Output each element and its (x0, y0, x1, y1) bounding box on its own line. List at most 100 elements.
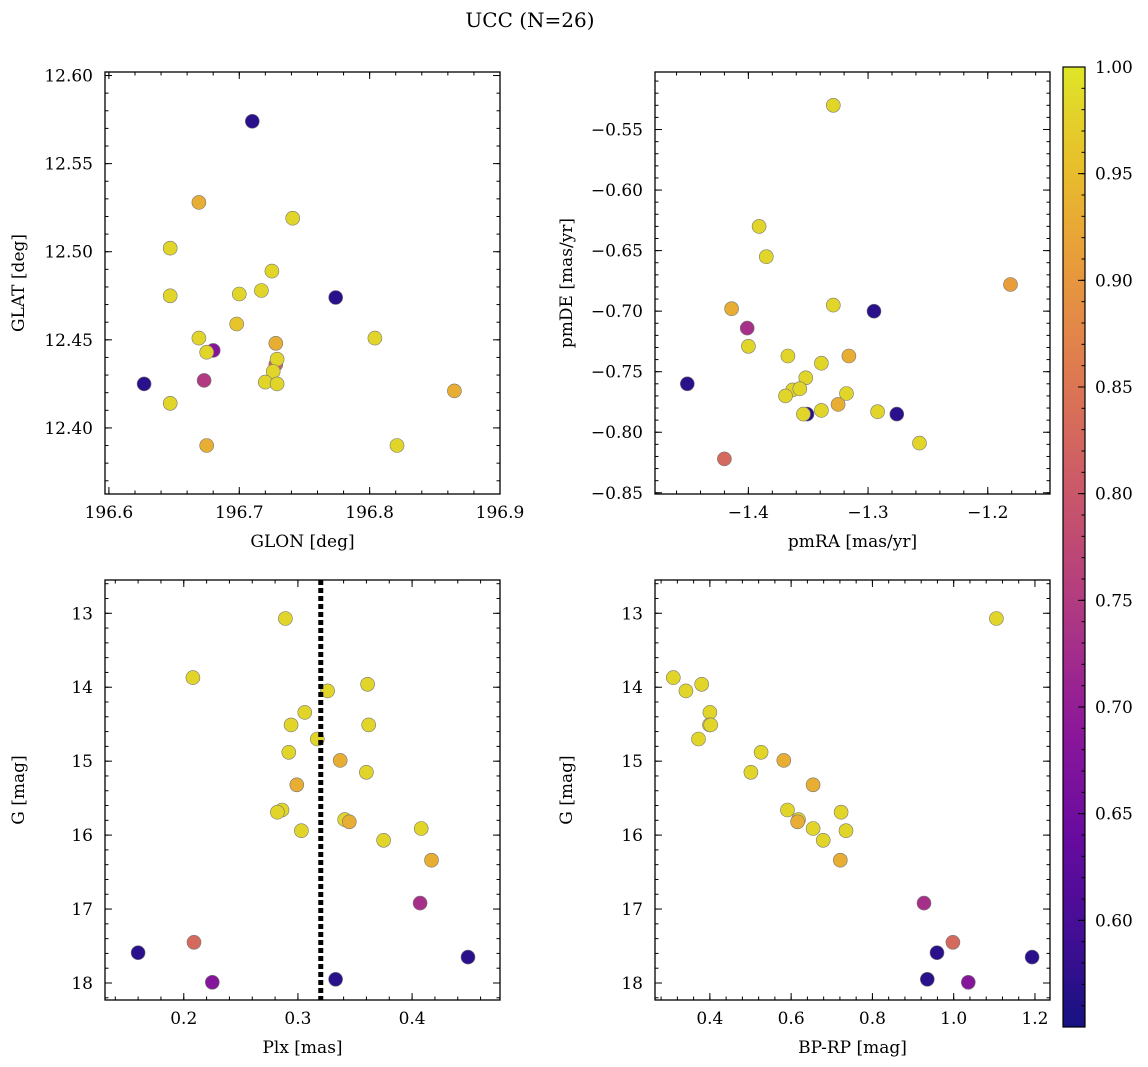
data-point (412, 895, 428, 911)
colorbar-tick-label: 1.00 (1095, 58, 1133, 78)
x-axis-label: BP-RP [mag] (798, 1038, 907, 1058)
data-point (361, 717, 377, 733)
x-tick-label: 1.0 (940, 1009, 967, 1029)
data-point (694, 676, 710, 692)
data-point (376, 832, 391, 848)
colorbar-tick-label: 0.60 (1095, 911, 1133, 931)
data-point (841, 348, 857, 364)
data-point (796, 406, 811, 422)
data-point (199, 438, 214, 453)
data-point (232, 286, 247, 302)
data-point (870, 404, 885, 420)
y-axis-label: GLAT [deg] (9, 234, 29, 332)
data-point (389, 438, 405, 453)
y-axis-label: pmDE [mas/yr] (557, 218, 577, 348)
y-tick-label: 12.40 (44, 419, 93, 439)
data-point (717, 451, 732, 467)
data-point (1024, 949, 1040, 965)
data-point (758, 249, 774, 265)
data-point (815, 832, 831, 848)
y-tick-label: 16 (71, 826, 93, 846)
y-tick-label: −0.65 (591, 242, 643, 262)
colorbar-tick-label: 0.65 (1095, 805, 1133, 825)
data-point (460, 949, 476, 965)
data-point (691, 731, 706, 747)
panels: 196.6 196.7 196.8 196.9 12.40 12.45 12.50 12.55… (9, 67, 1051, 1058)
y-tick-label: 14 (71, 678, 93, 698)
y-tick-label: 15 (71, 752, 93, 772)
data-point (191, 195, 207, 210)
data-point (866, 303, 882, 319)
axes-frame (104, 71, 501, 495)
data-point (780, 348, 796, 364)
data-point (294, 823, 309, 839)
data-point (889, 406, 905, 422)
data-point (359, 764, 374, 780)
x-axis-label: GLON [deg] (250, 532, 354, 552)
data-point (199, 344, 214, 360)
x-tick-label: 196.8 (345, 503, 394, 523)
y-tick-label: 18 (71, 974, 93, 994)
data-point (753, 744, 769, 760)
x-axis-label: Plx [mas] (262, 1038, 342, 1058)
data-point (360, 676, 375, 692)
data-point (136, 376, 152, 392)
data-point (839, 386, 854, 401)
data-point (825, 98, 841, 113)
data-point (283, 717, 299, 733)
data-point (447, 383, 462, 399)
colorbar-frame (1062, 66, 1086, 1028)
data-point (328, 971, 343, 987)
data-point (790, 814, 805, 830)
colorbar-tick-label: 0.90 (1095, 271, 1133, 291)
y-tick-label: −0.85 (591, 484, 643, 504)
data-point (833, 804, 849, 820)
data-point (297, 705, 313, 720)
x-tick-label: 0.6 (778, 1009, 805, 1029)
data-point (916, 895, 932, 911)
y-tick-label: 14 (621, 678, 643, 698)
x-tick-label: −1.4 (728, 503, 769, 523)
data-point (665, 670, 681, 685)
colorbar-tick-label: 0.85 (1095, 378, 1133, 398)
data-point (130, 945, 146, 961)
data-point (424, 852, 439, 868)
x-tick-label: 0.4 (399, 1009, 426, 1029)
y-axis-label: G [mag] (9, 755, 29, 824)
data-point (814, 403, 829, 418)
data-point (269, 351, 285, 367)
data-point (332, 753, 348, 768)
data-point (413, 821, 429, 836)
data-point (778, 388, 793, 404)
data-point (270, 804, 285, 820)
data-point (776, 753, 792, 768)
data-point (185, 670, 201, 685)
data-point (320, 683, 335, 699)
data-point (751, 219, 767, 234)
data-point (678, 683, 694, 699)
x-tick-label: 196.6 (85, 503, 134, 523)
y-tick-label: 12.50 (44, 243, 93, 263)
data-point (912, 435, 927, 451)
panel-sky: 196.6 196.7 196.8 196.9 12.40 12.45 12.50 12.55… (9, 67, 524, 552)
y-tick-label: −0.60 (591, 181, 643, 201)
y-tick-label: 16 (621, 826, 643, 846)
x-tick-label: 1.2 (1021, 1009, 1048, 1029)
x-tick-label: 196.7 (215, 503, 264, 523)
y-tick-label: −0.55 (591, 121, 643, 141)
x-tick-label: 0.4 (696, 1009, 723, 1029)
panel-cmd-color: 0.4 0.6 0.8 1.0 1.2 13 14 15 16 17 18 BP-RP [mag] G … (557, 579, 1051, 1058)
data-point (285, 210, 301, 226)
data-point (162, 288, 178, 304)
colorbar-tick-label: 0.95 (1095, 165, 1133, 185)
data-point (245, 114, 260, 129)
data-point (205, 974, 220, 990)
data-point (805, 821, 821, 836)
data-point (780, 802, 795, 818)
data-point (739, 320, 755, 336)
data-point (929, 945, 945, 961)
data-point (289, 777, 305, 793)
x-tick-label: −1.2 (967, 503, 1008, 523)
data-point (832, 852, 848, 868)
